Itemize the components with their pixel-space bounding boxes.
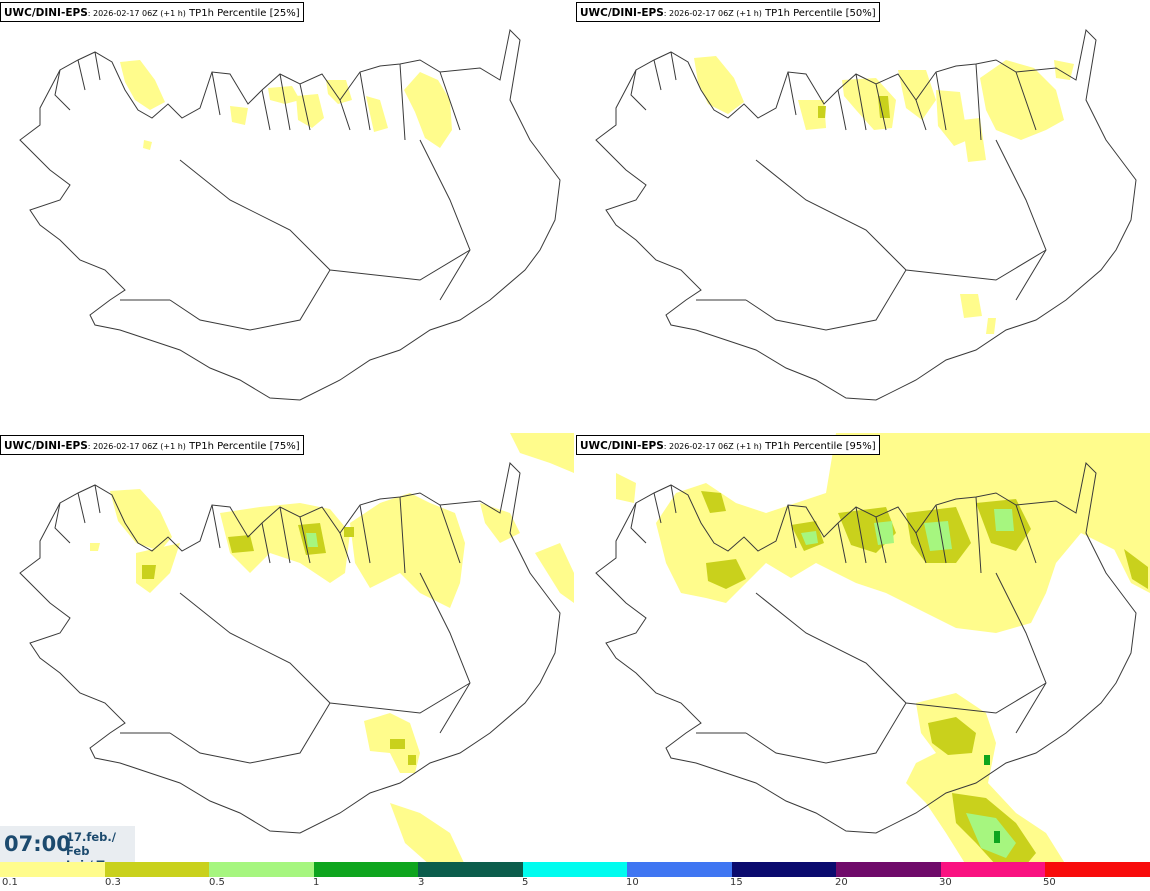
date-line-1: 17.feb./ Feb — [66, 830, 116, 858]
precip-areas — [90, 433, 574, 865]
precip-areas-strong — [306, 533, 318, 547]
model-name: UWC/DINI-EPS — [4, 440, 88, 452]
run-info: : 2026-02-17 06Z (+1 h) — [663, 9, 762, 18]
colorbar-segment — [313, 862, 419, 877]
panel-label: UWC/DINI-EPS: 2026-02-17 06Z (+1 h) TP1h… — [0, 435, 304, 455]
colorbar-tick: 50 — [1043, 877, 1056, 888]
map-panel-95: UWC/DINI-EPS: 2026-02-17 06Z (+1 h) TP1h… — [576, 433, 1150, 865]
colorbar-segment — [627, 862, 732, 877]
map-panel-75: UWC/DINI-EPS: 2026-02-17 06Z (+1 h) TP1h… — [0, 433, 574, 865]
model-name: UWC/DINI-EPS — [4, 7, 88, 19]
panel-label: UWC/DINI-EPS: 2026-02-17 06Z (+1 h) TP1h… — [576, 435, 880, 455]
colorbar-tick: 1 — [313, 877, 320, 888]
coastline — [595, 28, 1137, 401]
colorbar-tick: 3 — [418, 877, 425, 888]
coastline — [19, 28, 561, 401]
colorbar-segment — [522, 862, 628, 877]
colorbar-segment — [209, 862, 314, 877]
valid-time: 07:00 — [4, 832, 71, 856]
map-panel-50: UWC/DINI-EPS: 2026-02-17 06Z (+1 h) TP1h… — [576, 0, 1150, 432]
precip-areas-very-strong — [984, 755, 1000, 843]
colorbar-segment — [104, 862, 210, 877]
model-name: UWC/DINI-EPS — [580, 440, 664, 452]
precip-areas — [120, 60, 452, 150]
precip-areas-heavy — [818, 96, 890, 118]
iceland-map — [595, 28, 1137, 401]
colorbar-segment — [731, 862, 837, 877]
colorbar-tick: 5 — [522, 877, 529, 888]
valid-time-box: 07:00 17.feb./ Feb Þri./ Tue — [0, 826, 135, 872]
colorbar-tick: 30 — [939, 877, 952, 888]
colorbar-segment — [940, 862, 1046, 877]
colorbar-tick: 15 — [730, 877, 743, 888]
colorbar-tick: 20 — [835, 877, 848, 888]
coastline — [19, 461, 561, 834]
valid-date: 17.feb./ Feb Þri./ Tue — [66, 830, 135, 872]
iceland-map — [19, 28, 561, 401]
iceland-map — [595, 433, 1150, 865]
run-info: : 2026-02-17 06Z (+1 h) — [663, 442, 762, 451]
panel-label: UWC/DINI-EPS: 2026-02-17 06Z (+1 h) TP1h… — [576, 2, 880, 22]
run-info: : 2026-02-17 06Z (+1 h) — [87, 9, 186, 18]
model-name: UWC/DINI-EPS — [580, 7, 664, 19]
colorbar-tick: 0.5 — [209, 877, 225, 888]
colorbar-segment — [1045, 862, 1150, 877]
variable-label: TP1h Percentile [50%] — [761, 8, 876, 19]
variable-label: TP1h Percentile [75%] — [185, 441, 300, 452]
colorbar-tick: 0.1 — [2, 877, 18, 888]
panel-label: UWC/DINI-EPS: 2026-02-17 06Z (+1 h) TP1h… — [0, 2, 304, 22]
colorbar-ticks: 0.1 0.3 0.5 1 3 5 10 15 20 30 50 — [0, 877, 1150, 891]
precip-areas — [616, 433, 1150, 865]
variable-label: TP1h Percentile [25%] — [185, 8, 300, 19]
map-panel-25: UWC/DINI-EPS: 2026-02-17 06Z (+1 h) TP1h… — [0, 0, 574, 432]
colorbar-tick: 10 — [626, 877, 639, 888]
coastline — [595, 461, 1137, 834]
colorbar-tick: 0.3 — [105, 877, 121, 888]
precip-colorbar — [0, 862, 1150, 877]
run-info: : 2026-02-17 06Z (+1 h) — [87, 442, 186, 451]
colorbar-segment — [0, 862, 105, 877]
iceland-map — [19, 433, 574, 865]
colorbar-segment — [836, 862, 941, 877]
variable-label: TP1h Percentile [95%] — [761, 441, 876, 452]
precip-areas-strong — [801, 509, 1016, 858]
colorbar-segment — [418, 862, 523, 877]
